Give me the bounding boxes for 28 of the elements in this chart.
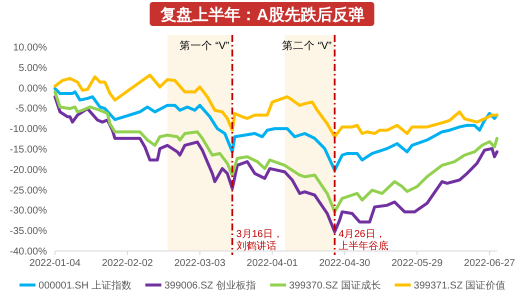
legend-label: 000001.SH 上证指数 bbox=[38, 280, 132, 292]
y-tick-label: 10.00% bbox=[13, 42, 48, 54]
x-tick-label: 2022-02-02 bbox=[102, 258, 154, 269]
x-tick-label: 2022-03-03 bbox=[174, 258, 226, 269]
chart-title: 复盘上半年：A股先跌后反弹 bbox=[160, 6, 364, 24]
band-label: 第二个 “V” bbox=[282, 40, 332, 52]
y-tick-label: 0.00% bbox=[18, 83, 48, 94]
x-tick-label: 2022-06-27 bbox=[464, 258, 516, 269]
y-tick-label: 5.00% bbox=[18, 62, 48, 74]
y-tick-label: -30.00% bbox=[10, 206, 48, 217]
y-tick-label: -15.00% bbox=[10, 144, 48, 156]
legend-label: 399370.SZ 国证成长 bbox=[289, 280, 381, 292]
legend-label: 399006.SZ 创业板指 bbox=[164, 280, 256, 292]
y-tick-label: -20.00% bbox=[10, 164, 48, 176]
x-tick-label: 2022-05-29 bbox=[392, 258, 444, 269]
title: 复盘上半年：A股先跌后反弹 bbox=[150, 2, 374, 26]
ref-line-label: 3月16日，刘鹤讲话 bbox=[236, 229, 283, 252]
y-tick-label: -25.00% bbox=[10, 185, 48, 196]
legend-label: 399371.SZ 国证价值 bbox=[414, 280, 506, 292]
y-tick-label: -40.00% bbox=[10, 246, 48, 258]
y-tick-label: -35.00% bbox=[10, 226, 48, 238]
x-tick-label: 2022-04-30 bbox=[319, 258, 371, 269]
band-label: 第一个 “V” bbox=[179, 40, 230, 52]
x-tick-label: 2022-04-01 bbox=[246, 258, 298, 269]
y-tick-label: -5.00% bbox=[15, 104, 48, 115]
x-tick-label: 2022-01-04 bbox=[29, 258, 82, 269]
y-tick-label: -10.00% bbox=[10, 124, 48, 136]
ref-line-label: 4月26日，上半年谷底 bbox=[338, 229, 389, 252]
